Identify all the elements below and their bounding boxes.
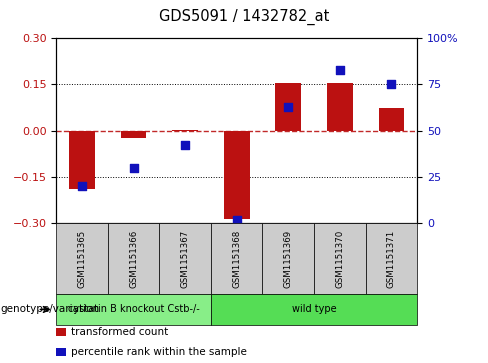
Point	[285, 104, 292, 110]
Point	[181, 143, 189, 148]
Bar	[327, 83, 353, 131]
Text: GSM1151369: GSM1151369	[284, 229, 293, 288]
Bar	[69, 131, 95, 189]
Point	[78, 183, 86, 189]
Bar	[379, 107, 405, 131]
Point	[233, 217, 241, 223]
Point	[336, 67, 344, 73]
Text: GSM1151370: GSM1151370	[335, 229, 345, 288]
Text: GSM1151367: GSM1151367	[181, 229, 190, 288]
Text: transformed count: transformed count	[71, 327, 168, 337]
Text: percentile rank within the sample: percentile rank within the sample	[71, 347, 246, 357]
Bar	[275, 83, 301, 131]
Text: genotype/variation: genotype/variation	[0, 305, 99, 314]
Bar	[172, 130, 198, 131]
Bar	[224, 131, 249, 219]
Text: cystatin B knockout Cstb-/-: cystatin B knockout Cstb-/-	[68, 305, 200, 314]
Text: GSM1151366: GSM1151366	[129, 229, 138, 288]
Point	[387, 82, 395, 87]
Text: GSM1151368: GSM1151368	[232, 229, 241, 288]
Point	[130, 165, 138, 171]
Text: GSM1151371: GSM1151371	[387, 229, 396, 288]
Text: GSM1151365: GSM1151365	[78, 229, 86, 288]
Text: GDS5091 / 1432782_at: GDS5091 / 1432782_at	[159, 9, 329, 25]
Bar	[121, 131, 146, 138]
Text: wild type: wild type	[292, 305, 336, 314]
